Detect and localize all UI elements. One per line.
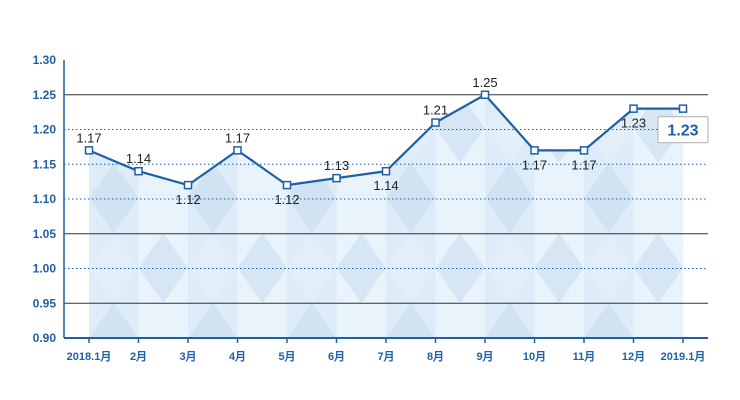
area-facet [386,163,436,233]
data-point [678,104,688,113]
data-point [84,146,94,155]
area-facet [633,233,683,303]
data-label: 1.17 [522,157,547,172]
data-point [134,166,143,176]
data-label: 1.25 [472,75,497,90]
area-facet [238,23,288,93]
data-label: 1.17 [225,130,250,145]
data-label: 1.12 [274,192,299,207]
data-label: 1.12 [175,192,200,207]
data-point [431,118,440,127]
x-tick-label: 8月 [427,350,444,363]
x-tick-label: 9月 [476,350,493,363]
area-facet [287,303,337,338]
area-facet [237,233,287,303]
area-facet [485,233,535,303]
area-facet [287,233,337,303]
area-facet [89,233,139,303]
data-point [332,173,341,183]
area-facet [237,94,287,163]
area-facet [634,23,684,93]
x-tick-label: 2018.1月 [67,350,112,363]
data-label: 1.14 [126,151,151,166]
y-tick-label: 1.05 [33,227,57,241]
y-tick-label: 1.10 [33,192,57,206]
area-facet [584,23,634,93]
data-label: 1.17 [571,157,596,172]
area-facet [336,163,386,233]
area-facet [139,23,189,93]
area-facet [534,163,584,233]
data-label: 1.23 [621,116,646,131]
x-tick-label: 7月 [377,350,394,363]
area-facet [337,23,387,93]
data-label: 1.17 [76,130,101,145]
x-tick-label: 2月 [130,350,147,363]
x-tick-label: 12月 [622,350,645,363]
area-facet [535,23,585,93]
area-facet [89,23,139,93]
callout-value: 1.23 [667,123,698,140]
area-facet [138,233,188,303]
y-tick-label: 0.95 [33,296,57,310]
x-tick-label: 2019.1月 [661,350,706,363]
area-facet [188,303,238,338]
data-point [282,180,292,190]
data-point [530,146,539,155]
area-facet [386,233,436,303]
area-facet [89,303,139,338]
data-point [480,90,490,99]
area-facet [633,303,683,338]
area-facet [188,94,238,163]
data-point [381,166,391,176]
data-point [579,146,589,155]
y-tick-label: 1.20 [33,123,57,137]
x-tick-label: 10月 [523,350,546,363]
x-tick-label: 11月 [573,350,596,363]
area-facet [287,23,337,93]
area-facet [138,303,188,338]
area-facet [336,303,386,338]
area-facet [435,163,485,233]
area-facet [485,303,535,338]
data-point [629,104,638,113]
area-facet [188,23,238,93]
data-point [183,180,193,190]
area-facet [237,303,287,338]
callout-box [657,116,709,144]
area-facet [188,163,238,233]
data-label: 1.14 [373,178,398,193]
y-tick-label: 1.15 [33,157,57,171]
data-label: 1.13 [324,158,349,173]
area-facet [534,303,584,338]
area-facet [435,303,485,338]
x-tick-label: 6月 [328,350,345,363]
y-tick-label: 0.90 [33,331,57,345]
y-tick-label: 1.30 [33,53,57,67]
data-point [233,146,242,155]
area-facet [89,163,139,233]
area-facet [584,303,634,338]
area-facet [237,163,287,233]
area-facet [534,233,584,303]
area-facet [287,94,337,163]
area-facet [584,163,634,233]
x-tick-label: 5月 [278,350,295,363]
x-tick-label: 4月 [229,350,246,363]
data-label: 1.21 [423,103,448,118]
area-facet [386,23,436,93]
y-tick-label: 1.25 [33,88,57,102]
area-facet [336,94,386,163]
area-facet [485,163,535,233]
area-facet [386,303,436,338]
y-tick-label: 1.00 [33,262,57,276]
area-facet [633,163,683,233]
x-tick-label: 3月 [179,350,196,363]
